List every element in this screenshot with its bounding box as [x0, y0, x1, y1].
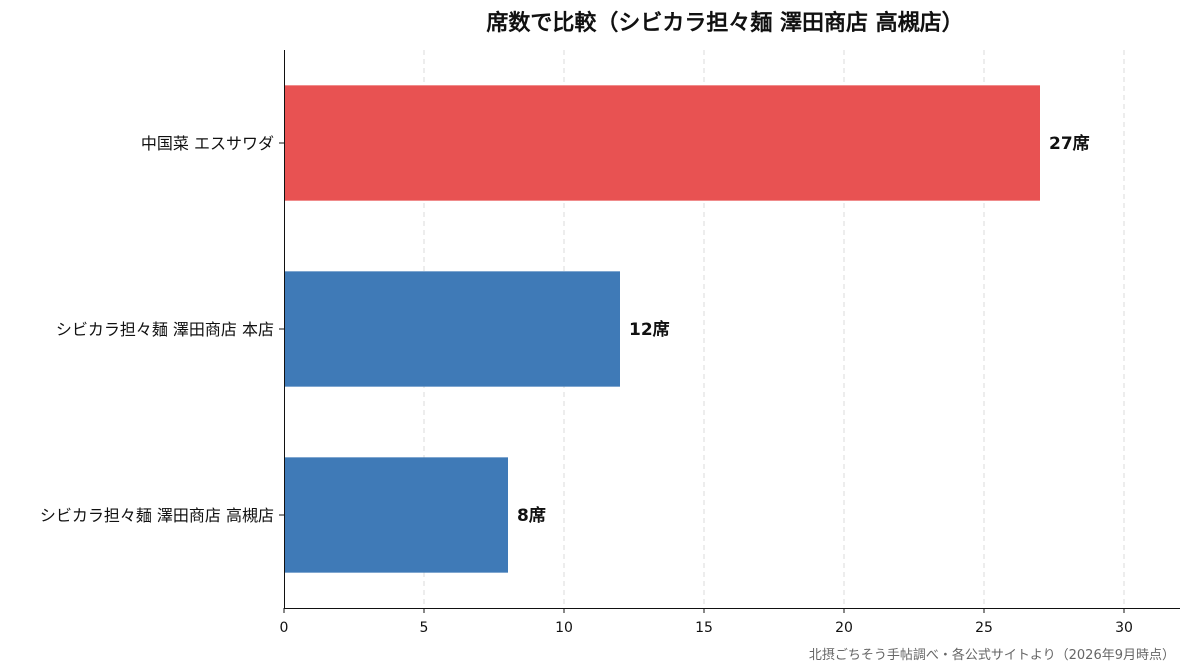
- bar: [284, 271, 620, 387]
- category-label: シビカラ担々麺 澤田商店 本店: [56, 320, 274, 339]
- value-label: 27席: [1049, 133, 1090, 154]
- bars: [284, 85, 1040, 573]
- x-tick-label: 0: [280, 620, 289, 636]
- x-axis-ticks: 0 5 10 15 20 25 30: [280, 608, 1133, 636]
- x-tick-label: 10: [555, 620, 573, 636]
- x-tick-label: 15: [695, 620, 713, 636]
- value-labels: 27席 12席 8席: [517, 133, 1090, 526]
- x-tick-label: 5: [420, 620, 429, 636]
- x-tick-label: 20: [835, 620, 853, 636]
- bar: [284, 85, 1040, 201]
- category-label: シビカラ担々麺 澤田商店 高槻店: [40, 506, 274, 525]
- value-label: 12席: [629, 319, 670, 340]
- source-note: 北摂ごちそう手帖調べ・各公式サイトより（2026年9月時点）: [809, 647, 1175, 663]
- x-tick-label: 30: [1115, 620, 1133, 636]
- axes: [284, 50, 1180, 609]
- category-label: 中国菜 エスサワダ: [141, 134, 274, 153]
- bar: [284, 457, 508, 573]
- value-label: 8席: [517, 505, 546, 526]
- x-tick-label: 25: [975, 620, 993, 636]
- chart-title: 席数で比較（シビカラ担々麺 澤田商店 高槻店）: [486, 10, 963, 36]
